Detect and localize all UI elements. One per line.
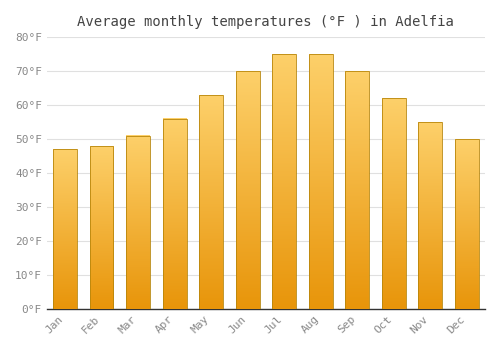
Bar bbox=[54, 149, 77, 309]
Bar bbox=[309, 54, 332, 309]
Bar bbox=[90, 146, 114, 309]
Bar bbox=[272, 54, 296, 309]
Bar bbox=[382, 98, 406, 309]
Bar bbox=[163, 119, 186, 309]
Bar bbox=[455, 139, 478, 309]
Bar bbox=[126, 135, 150, 309]
Title: Average monthly temperatures (°F ) in Adelfia: Average monthly temperatures (°F ) in Ad… bbox=[78, 15, 454, 29]
Bar bbox=[200, 95, 223, 309]
Bar bbox=[418, 122, 442, 309]
Bar bbox=[236, 71, 260, 309]
Bar bbox=[346, 71, 369, 309]
